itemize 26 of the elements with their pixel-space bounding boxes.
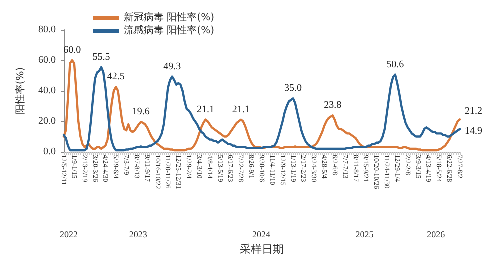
data-label: 60.0 <box>64 45 82 56</box>
y-tick-label: 80.0 <box>38 24 56 36</box>
data-label: 50.6 <box>386 59 404 70</box>
data-label: 19.6 <box>132 106 150 118</box>
text: 2025 <box>356 230 374 240</box>
x-axis-title: 采样日期 <box>240 243 284 256</box>
text: 2022 <box>60 230 78 240</box>
y-axis-title: 阳性率(%) <box>14 67 26 115</box>
y-tick-label: 40.0 <box>38 86 56 96</box>
y-tick-label: 20.0 <box>38 116 56 127</box>
data-label: 21.2 <box>465 106 482 118</box>
legend-label: 流感病毒 阳性率(%) <box>124 24 215 36</box>
text: 2023 <box>129 230 148 240</box>
data-label: 21.1 <box>196 104 214 116</box>
data-label: 21.1 <box>232 104 250 116</box>
legend-label: 新冠病毒 阳性率(%) <box>124 12 215 24</box>
data-label: 35.0 <box>284 83 302 94</box>
data-label: 42.5 <box>107 72 125 83</box>
text: 2026 <box>427 230 446 240</box>
data-label: 14.9 <box>465 126 482 137</box>
data-label: 55.5 <box>92 52 110 63</box>
data-label: 49.3 <box>164 61 182 72</box>
text: 2024 <box>252 230 271 240</box>
y-tick-label: 60.0 <box>38 55 56 66</box>
y-tick-label: 0.0 <box>44 146 56 158</box>
data-label: 23.8 <box>324 100 342 112</box>
